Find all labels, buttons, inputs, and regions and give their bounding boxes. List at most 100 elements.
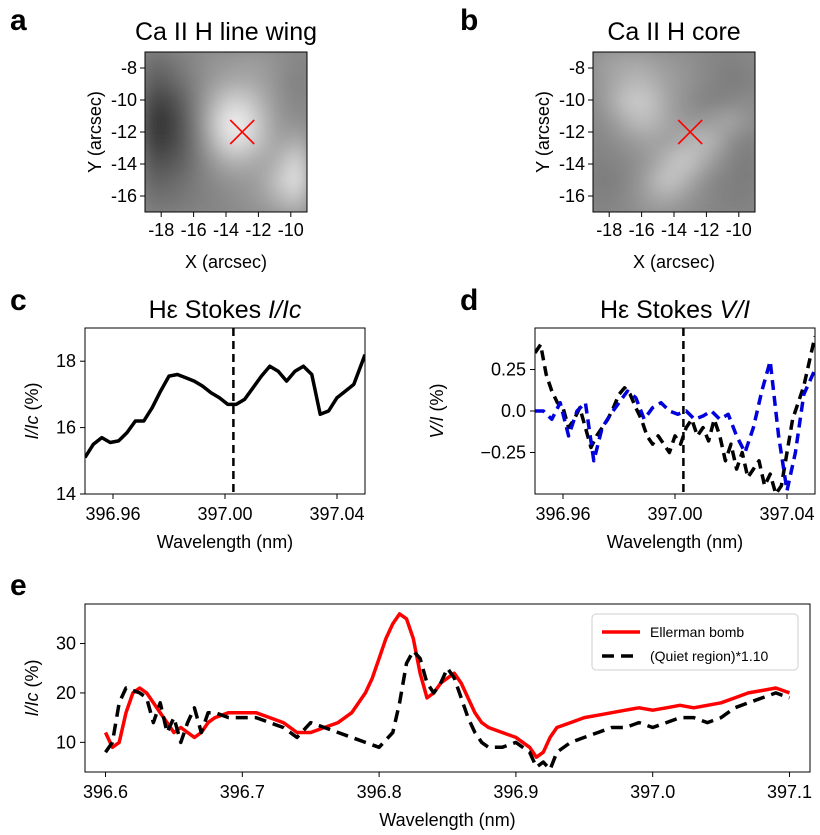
y-tick-label: -12 — [111, 122, 137, 142]
x-tick-label: 397.04 — [309, 504, 364, 524]
heatmap-cell — [176, 171, 195, 193]
heatmap-cell — [225, 52, 244, 73]
x-tick-label: -18 — [148, 220, 174, 240]
heatmap-cell — [225, 171, 244, 193]
heatmap-cell — [208, 191, 227, 212]
heatmap-cell — [273, 52, 292, 73]
legend: Ellerman bomb (Quiet region)*1.10 — [591, 613, 799, 671]
x-tick-label: 397.00 — [197, 504, 252, 524]
x-tick-label: 396.96 — [85, 504, 140, 524]
heatmap-cell — [273, 91, 292, 113]
heatmap-cell — [705, 171, 724, 193]
heatmap-cell — [673, 91, 692, 113]
position-marker-b — [677, 119, 703, 145]
heatmap-cell — [289, 52, 307, 73]
y-axis-label: Y (arcsec) — [533, 91, 553, 173]
x-tick-label: -16 — [629, 220, 655, 240]
x-axis-label: X (arcsec) — [185, 252, 267, 272]
panel-label-b: b — [460, 4, 478, 37]
heatmap-cell — [257, 191, 276, 212]
heatmap-cell — [721, 91, 740, 113]
heatmap-cell — [225, 151, 244, 173]
heatmap-cell — [160, 151, 179, 173]
heatmap-cell — [160, 171, 179, 193]
heatmap-cell — [289, 191, 307, 212]
axes-frame-e — [84, 603, 811, 773]
heatmap-cell — [273, 131, 292, 153]
panel-title-b: Ca II H core — [607, 18, 740, 46]
panel-title-a: Ca II H line wing — [135, 18, 317, 46]
heatmap-cell — [145, 131, 163, 153]
heatmap-cell — [737, 52, 755, 73]
heatmap-cell — [624, 91, 643, 113]
x-tick-label: 396.8 — [357, 782, 402, 802]
heatmap-cell — [656, 151, 675, 173]
heatmap-cell — [608, 191, 627, 212]
x-tick-label: 397.00 — [647, 504, 702, 524]
heatmap-cell — [225, 71, 244, 93]
heatmap-cell — [673, 52, 692, 73]
x-tick-label: 397.1 — [767, 782, 812, 802]
heatmap-cell — [192, 131, 211, 153]
heatmap-cell — [192, 71, 211, 93]
heatmap-cell — [160, 91, 179, 113]
x-tick-label: -16 — [181, 220, 207, 240]
panel-label-d: d — [460, 284, 478, 317]
heatmap-image-a — [145, 52, 307, 212]
y-tick-label: 0.25 — [491, 360, 526, 380]
panel-d-line-chart: 396.96 397.00 397.04 0.25 0.0 −0.25 Hε Stokes … — [427, 296, 816, 552]
y-tick-label: 30 — [56, 634, 76, 654]
heatmap-cell — [721, 52, 740, 73]
heatmap-cell — [160, 191, 179, 212]
y-tick-label: -10 — [559, 90, 585, 110]
heatmap-cell — [192, 111, 211, 133]
panel-b-heatmap: -18 -16 -14 -12 -10 -8 -10 -12 -14 -16 Ca II H cor… — [533, 18, 756, 272]
series-line-1 — [85, 353, 365, 459]
heatmap-cell — [705, 131, 724, 153]
y-tick-label: -12 — [559, 122, 585, 142]
heatmap-cell — [721, 171, 740, 193]
heatmap-cell — [640, 131, 659, 153]
y-tick-label: -14 — [111, 154, 137, 174]
heatmap-cell — [689, 191, 708, 212]
x-tick-label: -12 — [693, 220, 719, 240]
heatmap-cell — [273, 171, 292, 193]
panel-title-d: Hε Stokes V/I — [600, 296, 750, 324]
heatmap-cell — [176, 151, 195, 173]
heatmap-cell — [721, 151, 740, 173]
y-axis-label: I/Ic (%) — [22, 659, 42, 716]
heatmap-cell — [737, 91, 755, 113]
heatmap-cell — [160, 52, 179, 73]
y-tick-label: 20 — [56, 683, 76, 703]
heatmap-cell — [208, 71, 227, 93]
heatmap-cell — [241, 91, 260, 113]
heatmap-cell — [721, 111, 740, 133]
panel-title-c: Hε Stokes I/Ic — [149, 296, 302, 324]
heatmap-cell — [640, 151, 659, 173]
x-tick-label: 397.0 — [630, 782, 675, 802]
heatmap-cell — [705, 52, 724, 73]
x-tick-label: 397.04 — [759, 504, 814, 524]
heatmap-cell — [737, 191, 755, 212]
heatmap-cell — [273, 191, 292, 212]
heatmap-cell — [289, 91, 307, 113]
heatmap-cell — [257, 151, 276, 173]
heatmap-cell — [689, 52, 708, 73]
heatmap-cell — [145, 52, 163, 73]
heatmap-cell — [289, 171, 307, 193]
heatmap-cell — [656, 171, 675, 193]
heatmap-cell — [737, 171, 755, 193]
x-tick-label: -14 — [213, 220, 239, 240]
heatmap-cell — [241, 171, 260, 193]
y-tick-label: -10 — [111, 90, 137, 110]
heatmap-cell — [673, 191, 692, 212]
heatmap-cell — [225, 191, 244, 212]
heatmap-cell — [241, 71, 260, 93]
heatmap-cell — [208, 91, 227, 113]
heatmap-cell — [624, 131, 643, 153]
panel-label-c: c — [10, 284, 27, 317]
heatmap-cell — [673, 171, 692, 193]
heatmap-cell — [593, 191, 611, 212]
heatmap-cell — [160, 71, 179, 93]
heatmap-cell — [705, 191, 724, 212]
